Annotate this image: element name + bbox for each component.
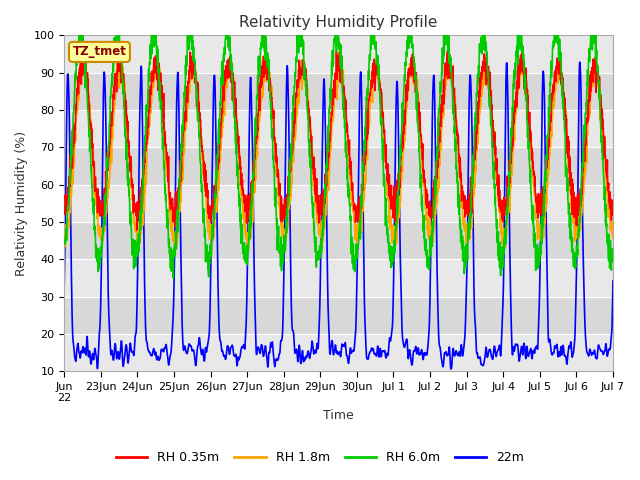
- Legend: RH 0.35m, RH 1.8m, RH 6.0m, 22m: RH 0.35m, RH 1.8m, RH 6.0m, 22m: [111, 446, 529, 469]
- Bar: [64, 334, 613, 371]
- Bar: [64, 259, 613, 297]
- Text: TZ_tmet: TZ_tmet: [72, 46, 126, 59]
- Bar: [64, 36, 613, 72]
- Bar: [64, 110, 613, 147]
- Bar: [64, 185, 613, 222]
- Y-axis label: Relativity Humidity (%): Relativity Humidity (%): [15, 131, 28, 276]
- X-axis label: Time: Time: [323, 409, 354, 422]
- Title: Relativity Humidity Profile: Relativity Humidity Profile: [239, 15, 438, 30]
